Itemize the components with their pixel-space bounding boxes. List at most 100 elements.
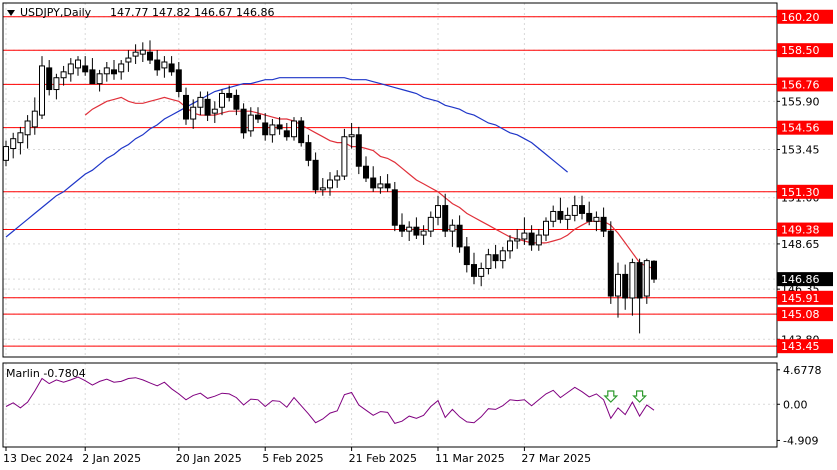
candle-body xyxy=(571,205,578,216)
candle-bullish xyxy=(190,99,197,129)
level-tag xyxy=(777,290,833,305)
candle-body xyxy=(607,230,614,297)
candle-bullish xyxy=(629,258,636,316)
candle-bullish xyxy=(543,217,549,241)
candle-bullish xyxy=(593,211,600,232)
candle-body xyxy=(312,159,319,191)
collapse-triangle-icon[interactable] xyxy=(7,10,15,16)
candle-body xyxy=(60,71,67,79)
candle-body xyxy=(31,110,38,128)
candle-bullish xyxy=(31,97,38,135)
candle-bullish xyxy=(103,62,110,82)
candle-body xyxy=(528,232,535,246)
candle-body xyxy=(168,63,175,73)
date-tick-label: 2 Jan 2025 xyxy=(82,452,141,465)
level-tag-label: 143.45 xyxy=(781,340,820,353)
candle-body xyxy=(363,165,369,179)
candle-bearish xyxy=(276,117,283,135)
date-axis: 13 Dec 2024 2 Jan 2025 20 Jan 2025 5 Feb 20… xyxy=(3,447,591,465)
candle-bullish xyxy=(3,140,9,167)
candle-bullish xyxy=(118,60,125,80)
candle-body xyxy=(17,132,24,144)
candle-bullish xyxy=(197,91,204,116)
level-tag-label: 145.91 xyxy=(781,292,820,305)
candle-bullish xyxy=(161,56,168,78)
candle-body xyxy=(629,262,636,299)
candle-bearish xyxy=(442,193,449,238)
level-tag-label: 145.08 xyxy=(781,308,820,321)
candle-body xyxy=(305,142,312,161)
candle-body xyxy=(499,250,506,262)
candle-bearish xyxy=(384,174,391,192)
candle-body xyxy=(593,216,600,222)
ohlc-readout: 147.77 147.82 146.67 146.86 xyxy=(110,6,274,19)
candle-bearish xyxy=(528,225,535,251)
candle-body xyxy=(341,136,348,177)
level-tag-label: 151.30 xyxy=(781,186,820,199)
candle-bearish xyxy=(46,60,53,96)
candle-bullish xyxy=(521,217,528,245)
candle-body xyxy=(579,205,585,214)
candle-body xyxy=(442,205,449,232)
candle-bullish xyxy=(571,195,578,222)
date-tick-label: 11 Mar 2025 xyxy=(435,452,505,465)
candles xyxy=(3,40,657,334)
candle-body xyxy=(211,108,218,114)
candle-bullish xyxy=(75,56,81,76)
candle-bullish xyxy=(348,122,355,149)
candle-bearish xyxy=(305,134,312,167)
indicator-label: Marlin -0.7804 xyxy=(6,367,86,380)
candle-bullish xyxy=(291,117,297,141)
candle-bullish xyxy=(643,258,650,304)
candle-body xyxy=(269,124,276,136)
candle-bullish xyxy=(132,44,139,64)
candle-body xyxy=(478,268,485,277)
candle-bullish xyxy=(139,42,146,62)
candle-body xyxy=(89,69,96,85)
candle-bullish xyxy=(60,65,67,86)
candle-bearish xyxy=(579,195,585,220)
date-tick-label: 21 Feb 2025 xyxy=(349,452,417,465)
candle-bearish xyxy=(600,207,607,238)
candle-bearish xyxy=(471,252,477,285)
candle-bearish xyxy=(168,56,175,76)
candle-bullish xyxy=(17,126,24,155)
price-tick-label: 155.90 xyxy=(781,95,820,108)
candle-bearish xyxy=(226,85,233,102)
date-tick-label: 5 Feb 2025 xyxy=(262,452,323,465)
candle-bearish xyxy=(456,215,463,253)
candle-bullish xyxy=(449,219,456,247)
candle-bullish xyxy=(499,246,506,269)
candle-body xyxy=(514,238,521,242)
date-tick-label: 13 Dec 2024 xyxy=(3,452,73,465)
frames xyxy=(2,2,778,448)
candle-body xyxy=(615,273,621,297)
candle-body xyxy=(82,65,89,73)
candle-bullish xyxy=(125,50,132,72)
candle-body xyxy=(370,177,377,189)
candle-bearish xyxy=(413,217,420,239)
level-tag-label: 154.56 xyxy=(781,122,820,135)
candle-body xyxy=(233,94,240,110)
candle-body xyxy=(190,106,197,120)
candle-bullish xyxy=(615,262,621,318)
oscillator-panel-frame xyxy=(2,362,778,448)
candle-bearish xyxy=(557,197,564,224)
candle-body xyxy=(550,210,557,222)
candle-body xyxy=(125,57,132,63)
candle-bearish xyxy=(82,56,89,76)
candle-body xyxy=(75,59,81,69)
candle-body xyxy=(334,175,341,181)
candle-body xyxy=(471,264,477,277)
candle-bullish xyxy=(269,119,276,143)
level-tag xyxy=(777,222,833,237)
candle-bullish xyxy=(478,262,485,287)
level-tag xyxy=(777,9,833,24)
candle-body xyxy=(557,210,564,220)
candle-bearish xyxy=(463,237,470,273)
candle-bearish xyxy=(154,50,161,76)
candle-bearish xyxy=(283,122,290,141)
candle-bearish xyxy=(183,87,189,125)
candle-bullish xyxy=(53,73,60,100)
